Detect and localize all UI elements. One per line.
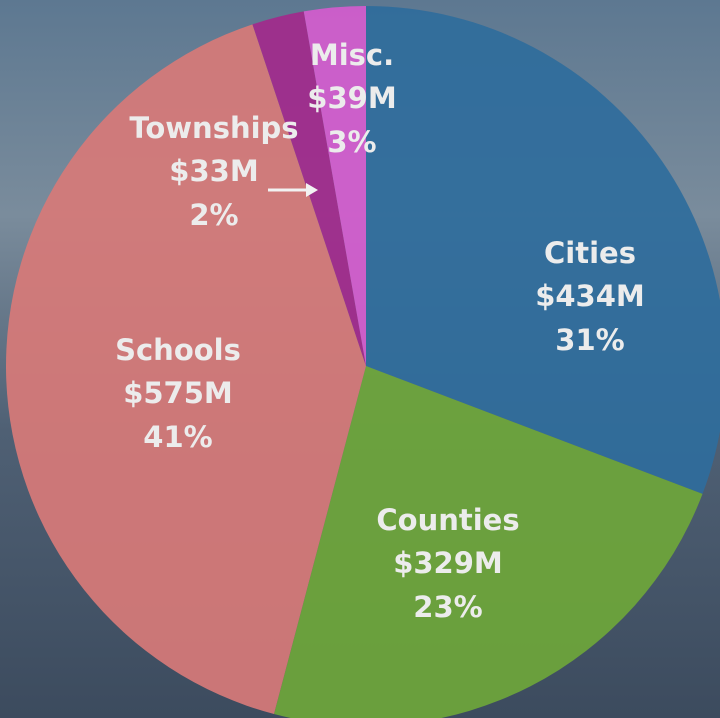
- slice-percent-label: 2%: [189, 198, 238, 232]
- slice-value-label: $33M: [169, 154, 258, 188]
- slice-percent-label: 3%: [327, 125, 376, 159]
- slice-percent-label: 31%: [555, 323, 624, 357]
- slices: [5, 6, 720, 718]
- slice-name: Cities: [544, 236, 636, 270]
- slice-name: Schools: [115, 333, 241, 367]
- slice-percent-label: 23%: [413, 590, 482, 624]
- arrow-head: [306, 183, 318, 197]
- slice-value-label: $575M: [123, 376, 233, 410]
- labels: Cities $434M 31% Counties $329M 23% Schools $57…: [115, 38, 645, 624]
- slice-name: Misc.: [310, 38, 394, 72]
- slice-percent-label: 41%: [143, 420, 212, 454]
- slice-value-label: $329M: [393, 546, 503, 580]
- slice-value-label: $39M: [307, 81, 396, 115]
- slice-name: Counties: [376, 503, 519, 537]
- pie-slice: [366, 6, 720, 494]
- pie-slice: [5, 24, 366, 715]
- pie-slice: [273, 366, 703, 718]
- pie-slice: [303, 6, 366, 366]
- slice-value-label: $434M: [535, 279, 645, 313]
- slice-name: Townships: [129, 111, 298, 145]
